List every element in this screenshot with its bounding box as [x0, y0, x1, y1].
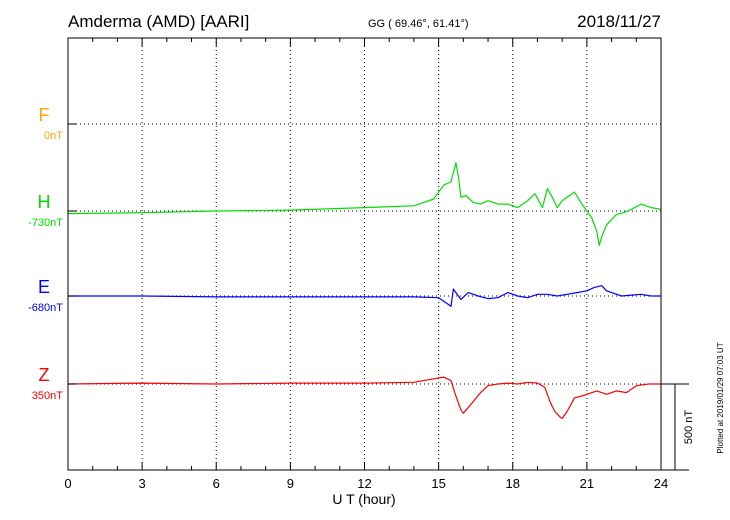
chart-date: 2018/11/27: [577, 12, 661, 31]
x-tick-label: 9: [287, 476, 294, 491]
x-tick-label: 24: [654, 476, 668, 491]
series-group: [67, 162, 662, 419]
x-tick-label: 0: [64, 476, 71, 491]
series-e-line: [68, 285, 661, 307]
series-e-name: E: [38, 277, 50, 297]
series-labels: F 0nT H -730nT E -680nT Z 350nT: [28, 105, 63, 402]
series-h-baseline-label: -730nT: [28, 217, 63, 229]
x-tick-label: 12: [357, 476, 371, 491]
series-z-line: [67, 376, 661, 419]
grid: [68, 38, 661, 470]
x-tick-label: 6: [213, 476, 220, 491]
series-z-name: Z: [39, 365, 50, 385]
station-coordinates: GG ( 69.46°, 61.41°): [368, 18, 469, 30]
series-f-baseline-label: 0nT: [44, 130, 63, 142]
series-f-name: F: [39, 105, 50, 125]
series-e-baseline-label: -680nT: [28, 302, 63, 314]
x-tick-label: 18: [506, 476, 520, 491]
x-tick-label: 21: [580, 476, 594, 491]
series-h-line: [67, 162, 662, 246]
series-z-baseline-label: 350nT: [32, 390, 63, 402]
scale-bar-label: 500 nT: [683, 410, 695, 445]
x-axis: 0 3 6 9 12 15 18 21 24: [64, 38, 668, 491]
x-tick-label: 15: [431, 476, 445, 491]
x-tick-label: 3: [139, 476, 146, 491]
scale-bar: 500 nT: [661, 383, 695, 471]
chart-title: Amderma (AMD) [AARI]: [68, 12, 249, 31]
series-h-name: H: [38, 192, 51, 212]
x-axis-label: U T (hour): [332, 491, 395, 507]
plotted-timestamp: Plotted at 2019/01/29 07:03 UT: [716, 342, 725, 453]
